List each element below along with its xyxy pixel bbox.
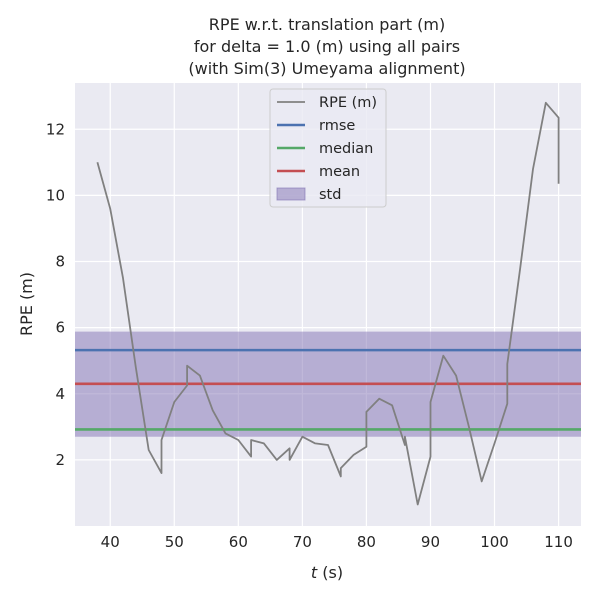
x-tick-label: 70 [293,533,312,551]
x-tick-label: 40 [101,533,120,551]
y-tick-label: 6 [55,319,65,337]
legend-label: rmse [319,118,355,134]
x-tick-label: 50 [165,533,184,551]
y-tick-labels: 2 4 6 8 10 12 [46,120,65,469]
title-line-2: for delta = 1.0 (m) using all pairs [194,37,460,56]
x-tick-label: 80 [357,533,376,551]
x-tick-labels: 40 50 60 70 80 90 100 110 [101,533,573,551]
x-tick-label: 90 [421,533,440,551]
legend-box [269,88,387,208]
y-tick-label: 2 [55,451,65,469]
x-axis-label: t (s) [311,563,343,582]
legend: RPE (m) rmse median mean std [269,88,387,208]
title-line-1: RPE w.r.t. translation part (m) [209,15,445,34]
y-tick-label: 10 [46,186,65,204]
x-tick-label: 100 [480,533,509,551]
y-tick-label: 4 [55,385,65,403]
rpe-series-line [96,101,560,506]
y-tick-label: 8 [55,253,65,271]
legend-label: mean [319,164,360,180]
legend-label: std [319,187,341,203]
x-axis-label-unit: (s) [317,563,343,582]
legend-label: RPE (m) [319,95,377,111]
x-axis-label-var: t [311,563,318,582]
legend-label: median [319,141,373,157]
x-tick-label: 60 [229,533,248,551]
chart-title: RPE w.r.t. translation part (m) for delt… [188,15,465,78]
legend-swatch [276,187,306,201]
title-line-3: (with Sim(3) Umeyama alignment) [188,59,465,78]
y-tick-label: 12 [46,120,65,138]
y-axis-label: RPE (m) [17,272,36,336]
x-tick-label: 110 [544,533,573,551]
stat-lines [75,348,581,431]
